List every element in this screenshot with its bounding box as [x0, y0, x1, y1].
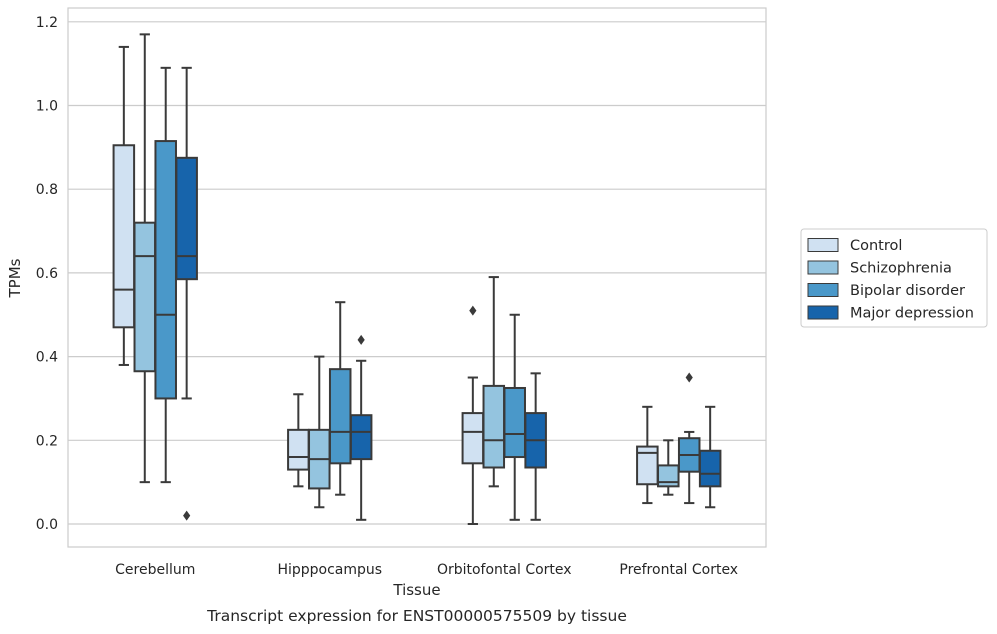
box-group: [461, 305, 485, 525]
box-group: [133, 33, 157, 484]
y-tick-label: 0.0: [36, 517, 58, 533]
box-group: [482, 276, 506, 488]
box: [349, 414, 373, 461]
legend-swatch: [807, 238, 839, 252]
x-tick-label: Orbitofontal Cortex: [437, 562, 572, 578]
legend-frame: [800, 228, 988, 328]
outlier-point: [685, 372, 693, 383]
legend-swatch: [807, 283, 839, 297]
box: [657, 464, 680, 488]
legend-label: Control: [850, 238, 902, 254]
box: [503, 386, 526, 459]
x-tick-labels: Cerebellum Hipppocampus Orbitofontal Corte…: [115, 562, 738, 578]
y-tick-label: 0.6: [36, 266, 58, 282]
legend-label: Schizophrenia: [850, 261, 952, 277]
plot-frame: [67, 7, 767, 548]
legend: Control Schizophrenia Bipolar disorder Majo…: [800, 228, 988, 328]
box: [154, 140, 177, 400]
outlier-point: [357, 334, 365, 345]
box: [175, 156, 198, 281]
box: [112, 144, 136, 329]
x-tick-label: Prefrontal Cortex: [619, 562, 738, 578]
legend-swatch: [807, 260, 839, 275]
box-group: [112, 45, 136, 366]
box: [698, 449, 722, 488]
x-axis-title: Tissue: [392, 581, 440, 599]
y-tick-label: 0.8: [36, 182, 58, 198]
y-tick-label: 1.0: [36, 99, 58, 115]
chart-caption: Transcript expression for ENST0000057550…: [206, 607, 627, 625]
y-axis-title: TPMs: [6, 258, 24, 298]
y-tick-label: 1.2: [36, 15, 58, 31]
box: [133, 221, 157, 373]
legend-label: Bipolar disorder: [850, 283, 965, 299]
box-group: [154, 66, 177, 484]
x-tick-label: Cerebellum: [115, 562, 195, 578]
legend-swatch: [807, 305, 839, 320]
box-group: [287, 393, 310, 488]
box: [482, 384, 506, 469]
box: [461, 412, 485, 465]
box-group: [349, 334, 373, 521]
y-tick-label: 0.4: [36, 350, 58, 366]
box-group: [636, 405, 659, 505]
box-group: [308, 355, 331, 509]
box-group: [175, 66, 198, 521]
box-group: [503, 313, 526, 521]
box-group: [698, 405, 722, 509]
x-tick-label: Hipppocampus: [277, 562, 382, 578]
box-group: [677, 372, 701, 505]
legend-label: Major depression: [850, 306, 974, 322]
y-tick-labels: 0.0 0.2 0.4 0.6 0.8 1.0 1.2: [36, 15, 58, 533]
boxes: [112, 33, 722, 525]
y-tick-label: 0.2: [36, 433, 58, 449]
box: [287, 428, 310, 471]
box-group: [328, 301, 352, 496]
box-group: [524, 372, 547, 521]
outlier-point: [469, 305, 477, 316]
box: [328, 368, 352, 465]
box-group: [657, 439, 680, 496]
outlier-point: [183, 510, 191, 521]
